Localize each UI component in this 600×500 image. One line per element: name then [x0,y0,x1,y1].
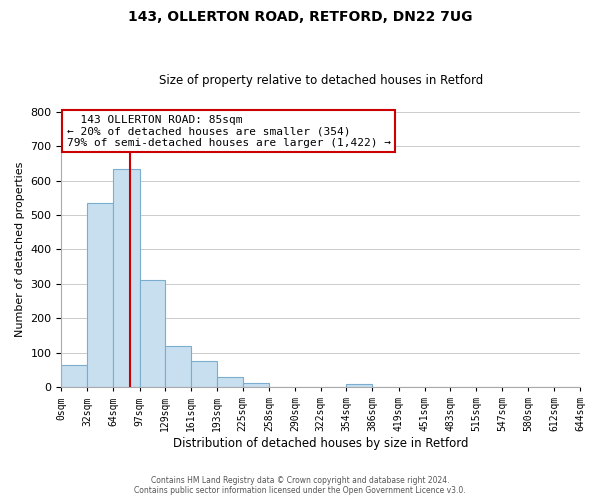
Title: Size of property relative to detached houses in Retford: Size of property relative to detached ho… [158,74,483,87]
X-axis label: Distribution of detached houses by size in Retford: Distribution of detached houses by size … [173,437,469,450]
Text: Contains HM Land Registry data © Crown copyright and database right 2024.
Contai: Contains HM Land Registry data © Crown c… [134,476,466,495]
Bar [165,346,191,387]
Bar [346,384,372,387]
Bar [140,280,165,387]
Text: 143, OLLERTON ROAD, RETFORD, DN22 7UG: 143, OLLERTON ROAD, RETFORD, DN22 7UG [128,10,472,24]
Bar [113,168,140,387]
Bar [191,362,217,387]
Bar [87,203,113,387]
Y-axis label: Number of detached properties: Number of detached properties [15,162,25,337]
Bar [217,377,242,387]
Bar [61,365,87,387]
Text: 143 OLLERTON ROAD: 85sqm
← 20% of detached houses are smaller (354)
79% of semi-: 143 OLLERTON ROAD: 85sqm ← 20% of detach… [67,114,391,148]
Bar [242,383,269,387]
